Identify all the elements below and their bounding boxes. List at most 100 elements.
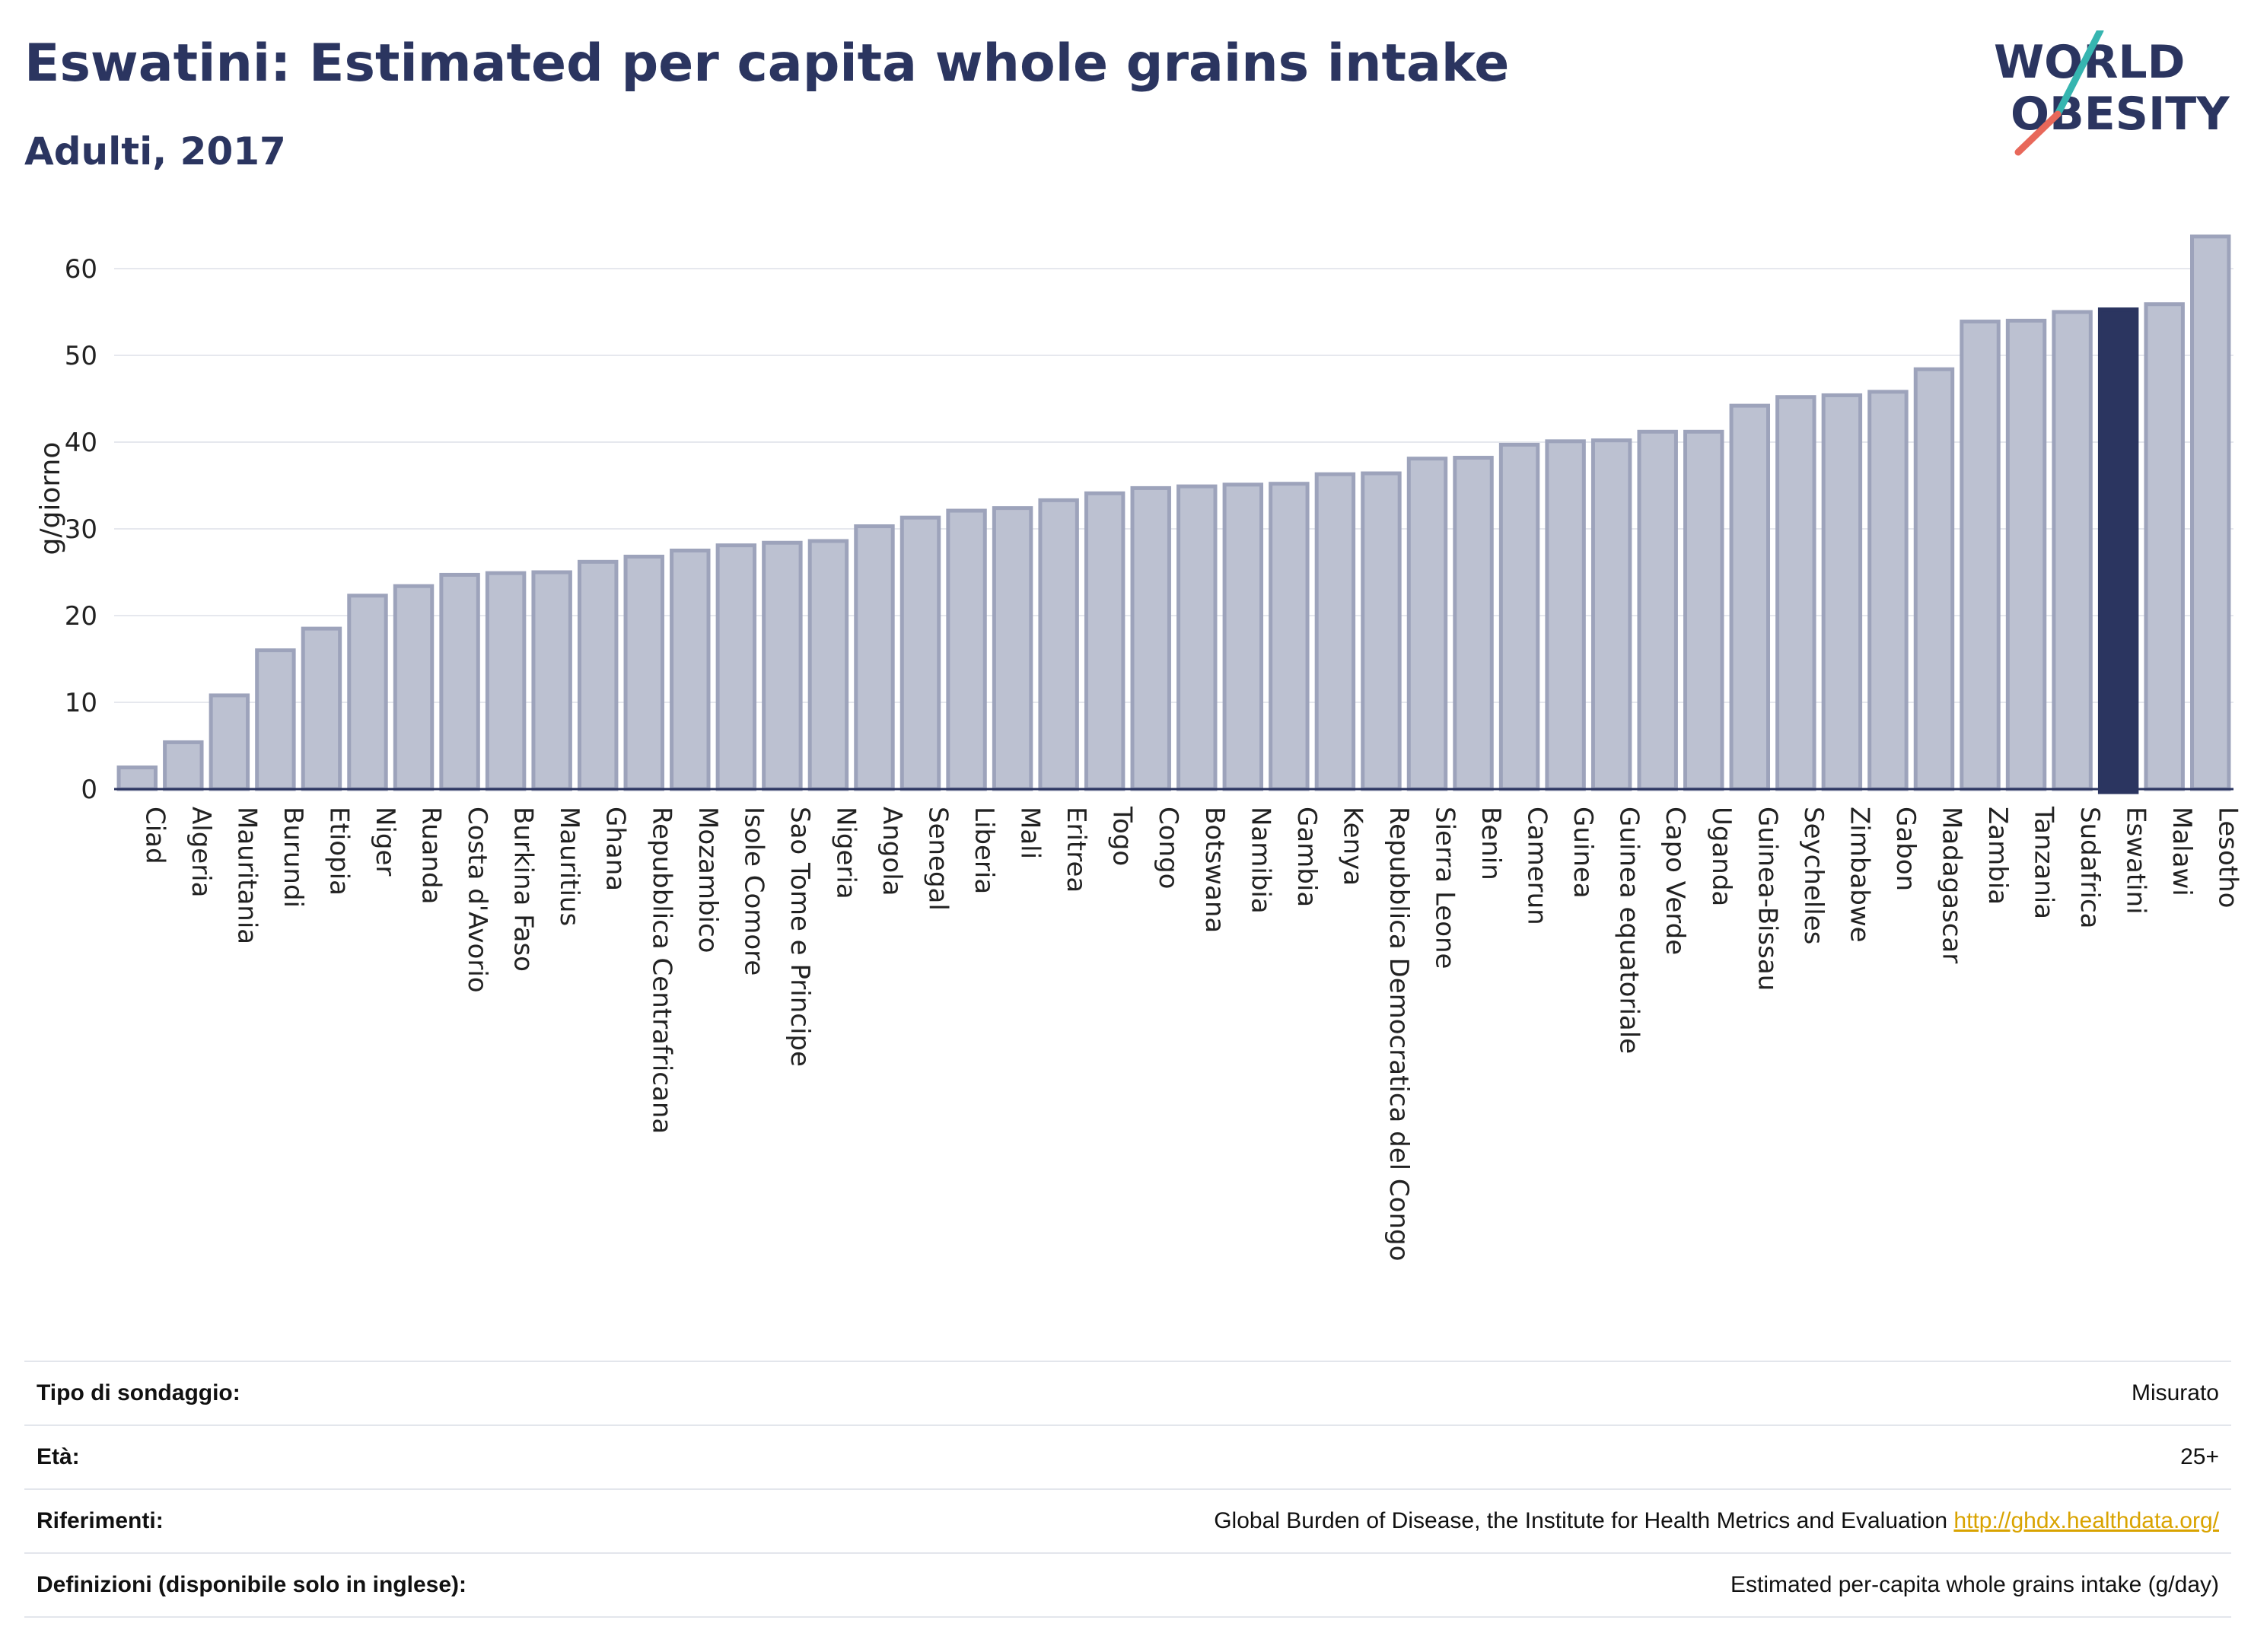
- x-tick-label: Sierra Leone: [1429, 807, 1460, 969]
- x-tick-label: Seychelles: [1798, 807, 1829, 944]
- x-tick-label: Lesotho: [2213, 807, 2243, 908]
- info-row-references: Riferimenti: Global Burden of Disease, t…: [24, 1488, 2231, 1552]
- references-label: Riferimenti:: [37, 1508, 164, 1533]
- bar-togo: [1084, 491, 1126, 791]
- age-value: 25+: [2180, 1444, 2219, 1469]
- y-tick-label: 30: [65, 514, 97, 545]
- x-tick-label: Mauritius: [554, 807, 584, 926]
- y-tick-label: 10: [65, 688, 97, 718]
- bar-burundi: [255, 648, 296, 791]
- bar-angola: [854, 524, 895, 791]
- y-tick-label: 40: [65, 428, 97, 458]
- chart-subtitle: Adulti, 2017: [24, 129, 286, 173]
- bar-sierra-leone: [1406, 457, 1448, 791]
- x-tick-label: Burundi: [278, 807, 308, 908]
- x-tick-label: Costa d'Avorio: [462, 807, 492, 993]
- definitions-label: Definizioni (disponibile solo in inglese…: [37, 1572, 467, 1597]
- references-text: Global Burden of Disease, the Institute …: [1214, 1508, 1948, 1533]
- x-tick-label: Namibia: [1245, 807, 1275, 914]
- bar-chart: 0 10 20 30 40 50 60 Ciad Algeria Mauritania Burun…: [35, 234, 2243, 1261]
- x-tick-label: Ghana: [600, 807, 631, 891]
- x-tick-label: Mauritania: [231, 807, 262, 944]
- bar-isole-comore: [715, 543, 757, 791]
- y-tick-label: 50: [65, 341, 97, 371]
- definitions-value: Estimated per-capita whole grains intake…: [1730, 1572, 2219, 1597]
- bar-mauritania: [209, 693, 250, 791]
- y-axis-label: g/giorno: [35, 442, 66, 555]
- references-value: Global Burden of Disease, the Institute …: [1214, 1508, 2219, 1534]
- bar-camerun: [1498, 442, 1540, 791]
- bars: [114, 234, 2233, 794]
- bar-algeria: [163, 740, 204, 791]
- x-tick-label: Togo: [1107, 806, 1138, 866]
- x-tick-label: Botswana: [1199, 807, 1230, 933]
- bar-senegal: [899, 515, 941, 791]
- bar-mali: [992, 506, 1033, 791]
- info-row-definitions: Definizioni (disponibile solo in inglese…: [24, 1552, 2231, 1618]
- info-row-survey-type: Tipo di sondaggio: Misurato: [24, 1361, 2231, 1424]
- x-tick-label: Guinea: [1568, 807, 1598, 899]
- bar-lesotho: [2190, 234, 2231, 791]
- bar-guinea-equatoriale: [1590, 438, 1632, 791]
- info-row-age: Età: 25+: [24, 1424, 2231, 1488]
- y-tick-label: 20: [65, 601, 97, 632]
- x-tick-label: Burkina Faso: [508, 807, 539, 972]
- bar-tanzania: [2005, 318, 2047, 791]
- x-tick-label: Mali: [1015, 807, 1046, 859]
- bar-ciad: [116, 766, 158, 791]
- x-tick-label: Zimbabwe: [1844, 807, 1874, 943]
- bar-gabon: [1867, 390, 1909, 791]
- x-tick-label: Congo: [1153, 807, 1183, 889]
- x-tick-label: Tanzania: [2029, 806, 2059, 919]
- bar-ghana: [577, 559, 619, 791]
- bar-mauritius: [531, 570, 572, 791]
- bar-gambia: [1269, 482, 1310, 791]
- x-tick-label: Eritrea: [1061, 807, 1091, 893]
- survey-type-value: Misurato: [2131, 1380, 2219, 1405]
- x-tick-label: Sao Tome e Principe: [785, 807, 815, 1067]
- references-link[interactable]: http://ghdx.healthdata.org/: [1953, 1508, 2219, 1533]
- bar-costa-d-avorio: [439, 572, 480, 791]
- chart-title: Eswatini: Estimated per capita whole gra…: [24, 33, 1510, 94]
- bar-seychelles: [1775, 395, 1816, 791]
- bar-uganda: [1683, 429, 1724, 791]
- x-tick-label: Camerun: [1522, 807, 1552, 925]
- bar-zimbabwe: [1821, 393, 1863, 791]
- bar-capo-verde: [1637, 429, 1678, 791]
- bar-madagascar: [1913, 367, 1955, 791]
- y-axis-ticks: 0 10 20 30 40 50 60: [65, 254, 97, 805]
- survey-type-label: Tipo di sondaggio:: [37, 1380, 240, 1405]
- age-label: Età:: [37, 1444, 80, 1469]
- bar-burkina-faso: [485, 571, 527, 791]
- bar-botswana: [1176, 484, 1218, 791]
- x-tick-label: Algeria: [186, 807, 216, 897]
- bar-sudafrica: [2052, 310, 2093, 791]
- bar-guinea: [1545, 439, 1586, 791]
- world-obesity-logo: WORLD OBESITY: [1994, 30, 2230, 156]
- bar-malawi: [2144, 302, 2185, 791]
- x-tick-label: Zambia: [1982, 807, 2013, 905]
- x-tick-label: Isole Comore: [738, 807, 769, 976]
- bar-eswatini: [2097, 307, 2139, 794]
- x-tick-label: Repubblica Democratica del Congo: [1383, 807, 1414, 1261]
- logo-line2: OBESITY: [2011, 88, 2230, 141]
- x-tick-label: Liberia: [969, 807, 999, 894]
- x-tick-label: Guinea equatoriale: [1614, 807, 1644, 1054]
- x-tick-label: Kenya: [1337, 807, 1367, 886]
- bar-benin: [1453, 456, 1494, 791]
- x-tick-label: Nigeria: [830, 807, 861, 899]
- x-tick-label: Capo Verde: [1660, 807, 1690, 955]
- x-tick-label: Mozambico: [692, 807, 723, 953]
- x-tick-label: Madagascar: [1936, 807, 1966, 963]
- x-axis-labels: Ciad Algeria Mauritania Burundi Etiopia Niger…: [139, 806, 2243, 1261]
- x-tick-label: Malawi: [2167, 807, 2197, 896]
- bar-nigeria: [807, 539, 849, 791]
- x-tick-label: Gambia: [1291, 807, 1322, 907]
- info-table: Tipo di sondaggio: Misurato Età: 25+ Rif…: [24, 1361, 2231, 1618]
- bar-repubblica-democratica-del-congo: [1361, 471, 1402, 791]
- bar-mozambico: [670, 549, 711, 791]
- x-tick-label: Gabon: [1890, 807, 1921, 891]
- bar-congo: [1130, 485, 1171, 791]
- bar-ruanda: [393, 584, 435, 791]
- x-tick-label: Niger: [370, 807, 400, 876]
